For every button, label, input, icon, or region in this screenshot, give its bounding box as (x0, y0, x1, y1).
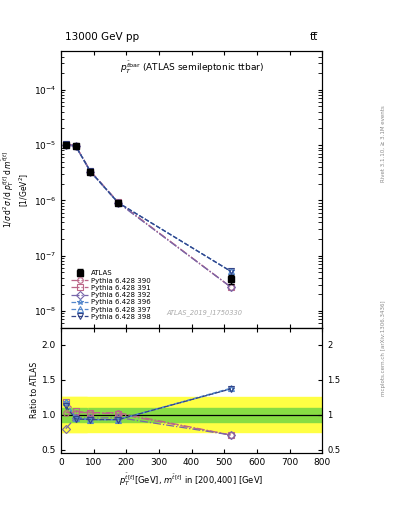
Bar (61, 397, 322, 432)
Bar (61, 408, 87, 422)
Bar (61, 408, 322, 422)
Text: ATLAS_2019_I1750330: ATLAS_2019_I1750330 (167, 310, 242, 316)
Legend: ATLAS, Pythia 6.428 390, Pythia 6.428 391, Pythia 6.428 392, Pythia 6.428 396, P: ATLAS, Pythia 6.428 390, Pythia 6.428 39… (70, 269, 152, 322)
Text: 13000 GeV pp: 13000 GeV pp (65, 32, 139, 42)
Text: $p_T^{\bar{t}\mathrm{bar}}$ (ATLAS semileptonic ttbar): $p_T^{\bar{t}\mathrm{bar}}$ (ATLAS semil… (119, 59, 264, 76)
Text: Rivet 3.1.10, ≥ 3.1M events: Rivet 3.1.10, ≥ 3.1M events (381, 105, 386, 182)
Y-axis label: $1/\sigma\,\mathrm{d}^2\sigma\,/\,\mathrm{d}\,p_T^{\bar{t}[t]}\,\mathrm{d}\,m^{\: $1/\sigma\,\mathrm{d}^2\sigma\,/\,\mathr… (0, 151, 31, 228)
Text: mcplots.cern.ch [arXiv:1306.3436]: mcplots.cern.ch [arXiv:1306.3436] (381, 301, 386, 396)
Y-axis label: Ratio to ATLAS: Ratio to ATLAS (30, 362, 39, 418)
Text: tt̅: tt̅ (310, 32, 318, 42)
X-axis label: $p_T^{\bar{t}[t]}$[GeV], $m^{\bar{t}[t]}$ in [200,400] [GeV]: $p_T^{\bar{t}[t]}$[GeV], $m^{\bar{t}[t]}… (119, 471, 264, 488)
Bar (61, 397, 87, 432)
